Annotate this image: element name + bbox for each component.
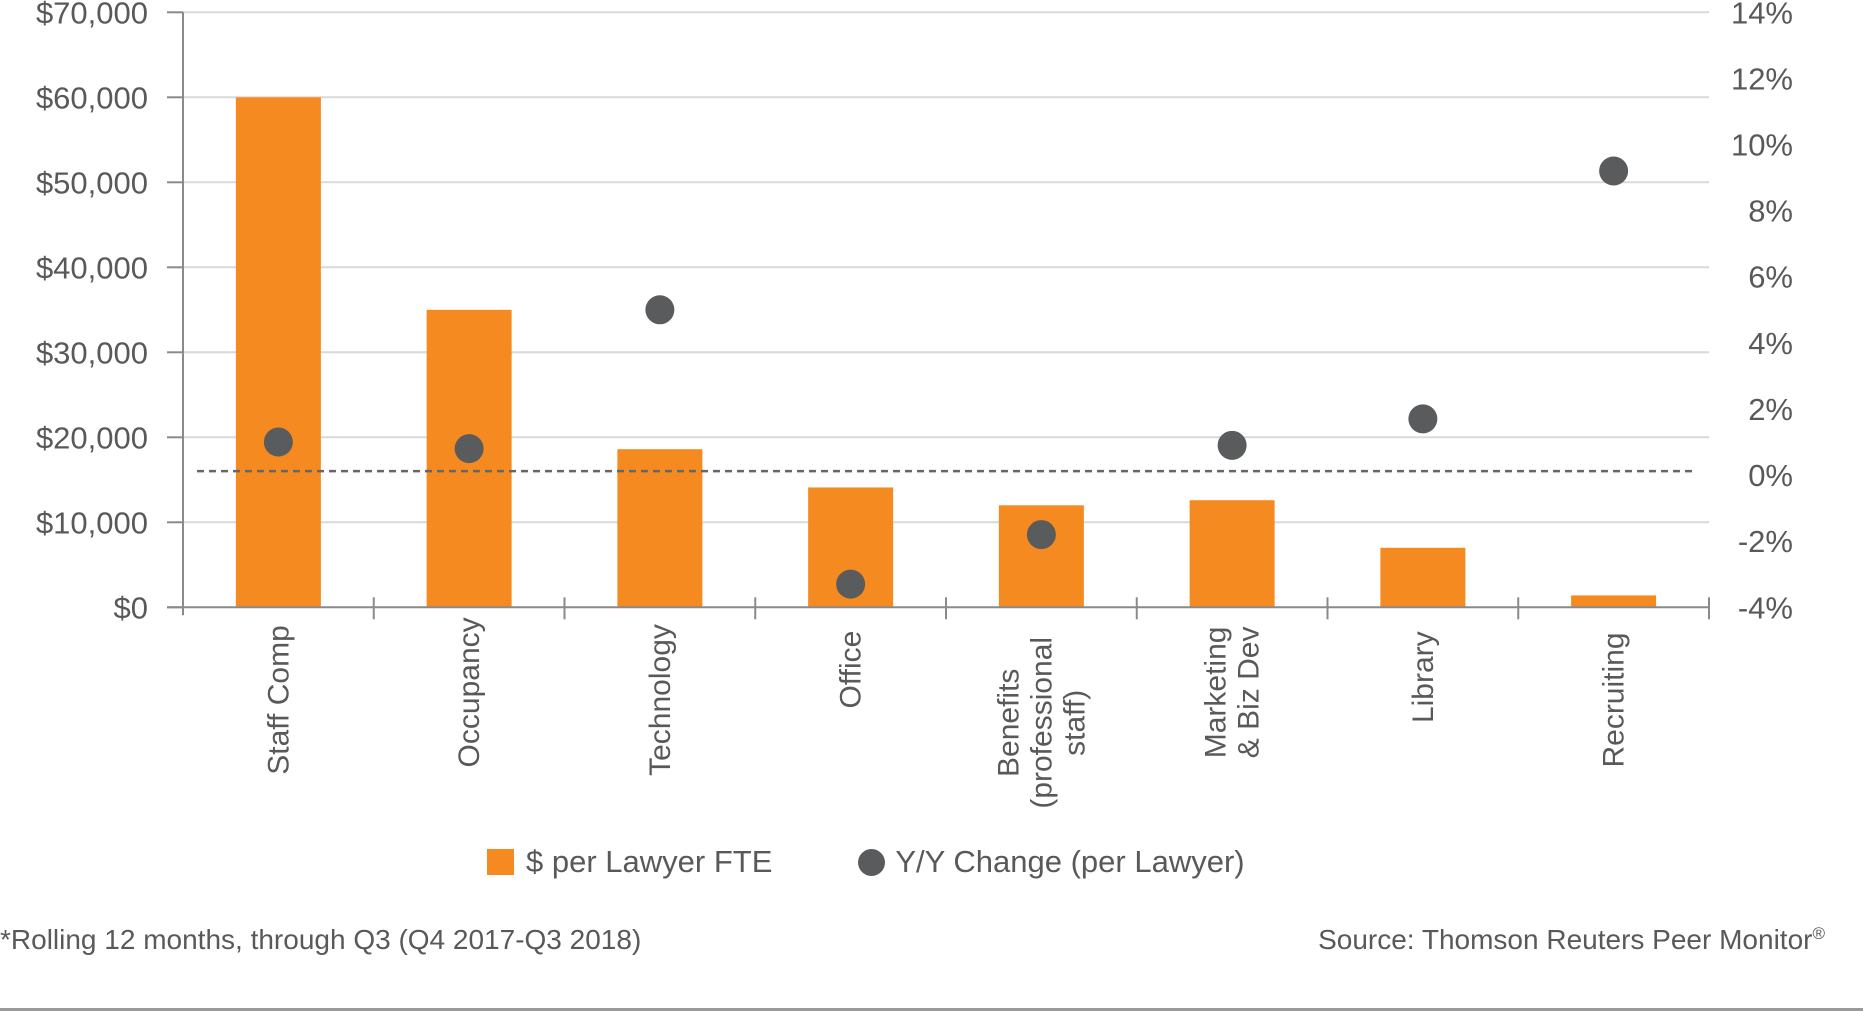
legend-item-dots: Y/Y Change (per Lawyer): [858, 844, 1245, 880]
legend-dot-swatch-icon: [858, 848, 886, 876]
left-axis-tick-label: $40,000: [36, 250, 148, 285]
legend-bar-swatch-icon: [487, 849, 514, 875]
legend: $ per Lawyer FTE Y/Y Change (per Lawyer): [487, 842, 1245, 882]
category-label-text: Office: [835, 631, 868, 709]
gridlines: [183, 11, 1709, 524]
right-axis-tick-label: 6%: [1748, 260, 1793, 295]
dot: [836, 569, 866, 599]
right-axis-tick-label: 12%: [1731, 61, 1793, 96]
category-label-line: Office: [835, 631, 868, 709]
category-label-line: Marketing: [1200, 627, 1233, 759]
category-label-line: Occupancy: [453, 617, 486, 767]
right-axis-tick-label: 14%: [1731, 0, 1793, 30]
right-axis-tick-label: 4%: [1748, 326, 1793, 361]
bar: [235, 97, 321, 608]
source-text: Source: Thomson Reuters Peer Monitor: [1318, 924, 1813, 955]
category-label-line: staff): [1058, 690, 1091, 756]
bar: [1380, 547, 1466, 608]
dot: [263, 427, 293, 457]
left-axis-labels: $0 $10,000 $20,000 $30,000 $40,000 $50,000 $60…: [36, 0, 148, 625]
source-note: Source: Thomson Reuters Peer Monitor®: [1318, 924, 1825, 956]
right-axis-tick-label: -2%: [1738, 524, 1793, 559]
right-axis-tick-label: 2%: [1748, 392, 1793, 427]
bottom-rule: [0, 1008, 1863, 1011]
dot: [1217, 430, 1247, 460]
category-label-line: Library: [1407, 631, 1440, 723]
category-label-line: Benefits: [992, 669, 1025, 777]
legend-bar-label: $ per Lawyer FTE: [526, 844, 773, 879]
dot: [454, 434, 484, 464]
category-label-line: Recruiting: [1598, 632, 1631, 767]
category-label: Staff Comp: [262, 625, 295, 775]
left-axis-tick-label: $70,000: [36, 0, 148, 30]
dot: [1599, 156, 1629, 186]
bar: [617, 449, 703, 608]
category-label: Occupancy: [453, 617, 486, 767]
dot: [1026, 520, 1056, 550]
right-axis-tick-label: -4%: [1738, 590, 1793, 625]
legend-item-bars: $ per Lawyer FTE: [487, 844, 772, 880]
category-label-line: & Biz Dev: [1233, 627, 1266, 759]
bar: [1189, 500, 1275, 608]
category-label-line: (professional: [1025, 637, 1058, 809]
category-label-line: Technology: [644, 624, 677, 776]
category-label-text: Technology: [644, 624, 677, 776]
category-label-text: Benefits(professionalstaff): [992, 637, 1091, 809]
chart: $0 $10,000 $20,000 $30,000 $40,000 $50,000 $60…: [36, 0, 1793, 809]
category-labels: Staff Comp Occupancy Technology Office Benef…: [262, 617, 1630, 808]
dot-series: [263, 156, 1629, 599]
dot: [645, 295, 675, 325]
left-axis-tick-label: $0: [114, 590, 148, 625]
category-label: Marketing& Biz Dev: [1200, 627, 1266, 759]
category-label: Benefits(professionalstaff): [992, 637, 1091, 809]
category-label-text: Marketing& Biz Dev: [1200, 627, 1266, 759]
left-axis-tick-label: $30,000: [36, 335, 148, 370]
right-axis-labels: -4% -2% 0% 2% 4% 6% 8% 10% 12% 14%: [1731, 0, 1793, 625]
left-axis-tick-label: $60,000: [36, 80, 148, 115]
legend-dot-label: Y/Y Change (per Lawyer): [895, 844, 1245, 879]
category-label-text: Staff Comp: [262, 625, 295, 775]
category-label: Office: [835, 631, 868, 709]
right-axis-tick-label: 0%: [1748, 458, 1793, 493]
left-axis-tick-label: $20,000: [36, 420, 148, 455]
dot: [1408, 404, 1438, 434]
bar-series: [235, 97, 1657, 608]
category-label-text: Recruiting: [1598, 632, 1631, 767]
category-label: Library: [1407, 631, 1440, 723]
category-label-text: Library: [1407, 631, 1440, 723]
axes: [167, 11, 1710, 620]
category-label: Recruiting: [1598, 632, 1631, 767]
left-axis-tick-label: $10,000: [36, 505, 148, 540]
right-axis-tick-label: 10%: [1731, 128, 1793, 163]
category-label-line: Staff Comp: [262, 625, 295, 775]
left-axis-tick-label: $50,000: [36, 165, 148, 200]
category-label: Technology: [644, 624, 677, 776]
bar: [1571, 595, 1657, 608]
registered-mark: ®: [1812, 924, 1825, 943]
category-label-text: Occupancy: [453, 617, 486, 767]
right-axis-tick-label: 8%: [1748, 194, 1793, 229]
footnote: *Rolling 12 months, through Q3 (Q4 2017-…: [0, 924, 642, 955]
